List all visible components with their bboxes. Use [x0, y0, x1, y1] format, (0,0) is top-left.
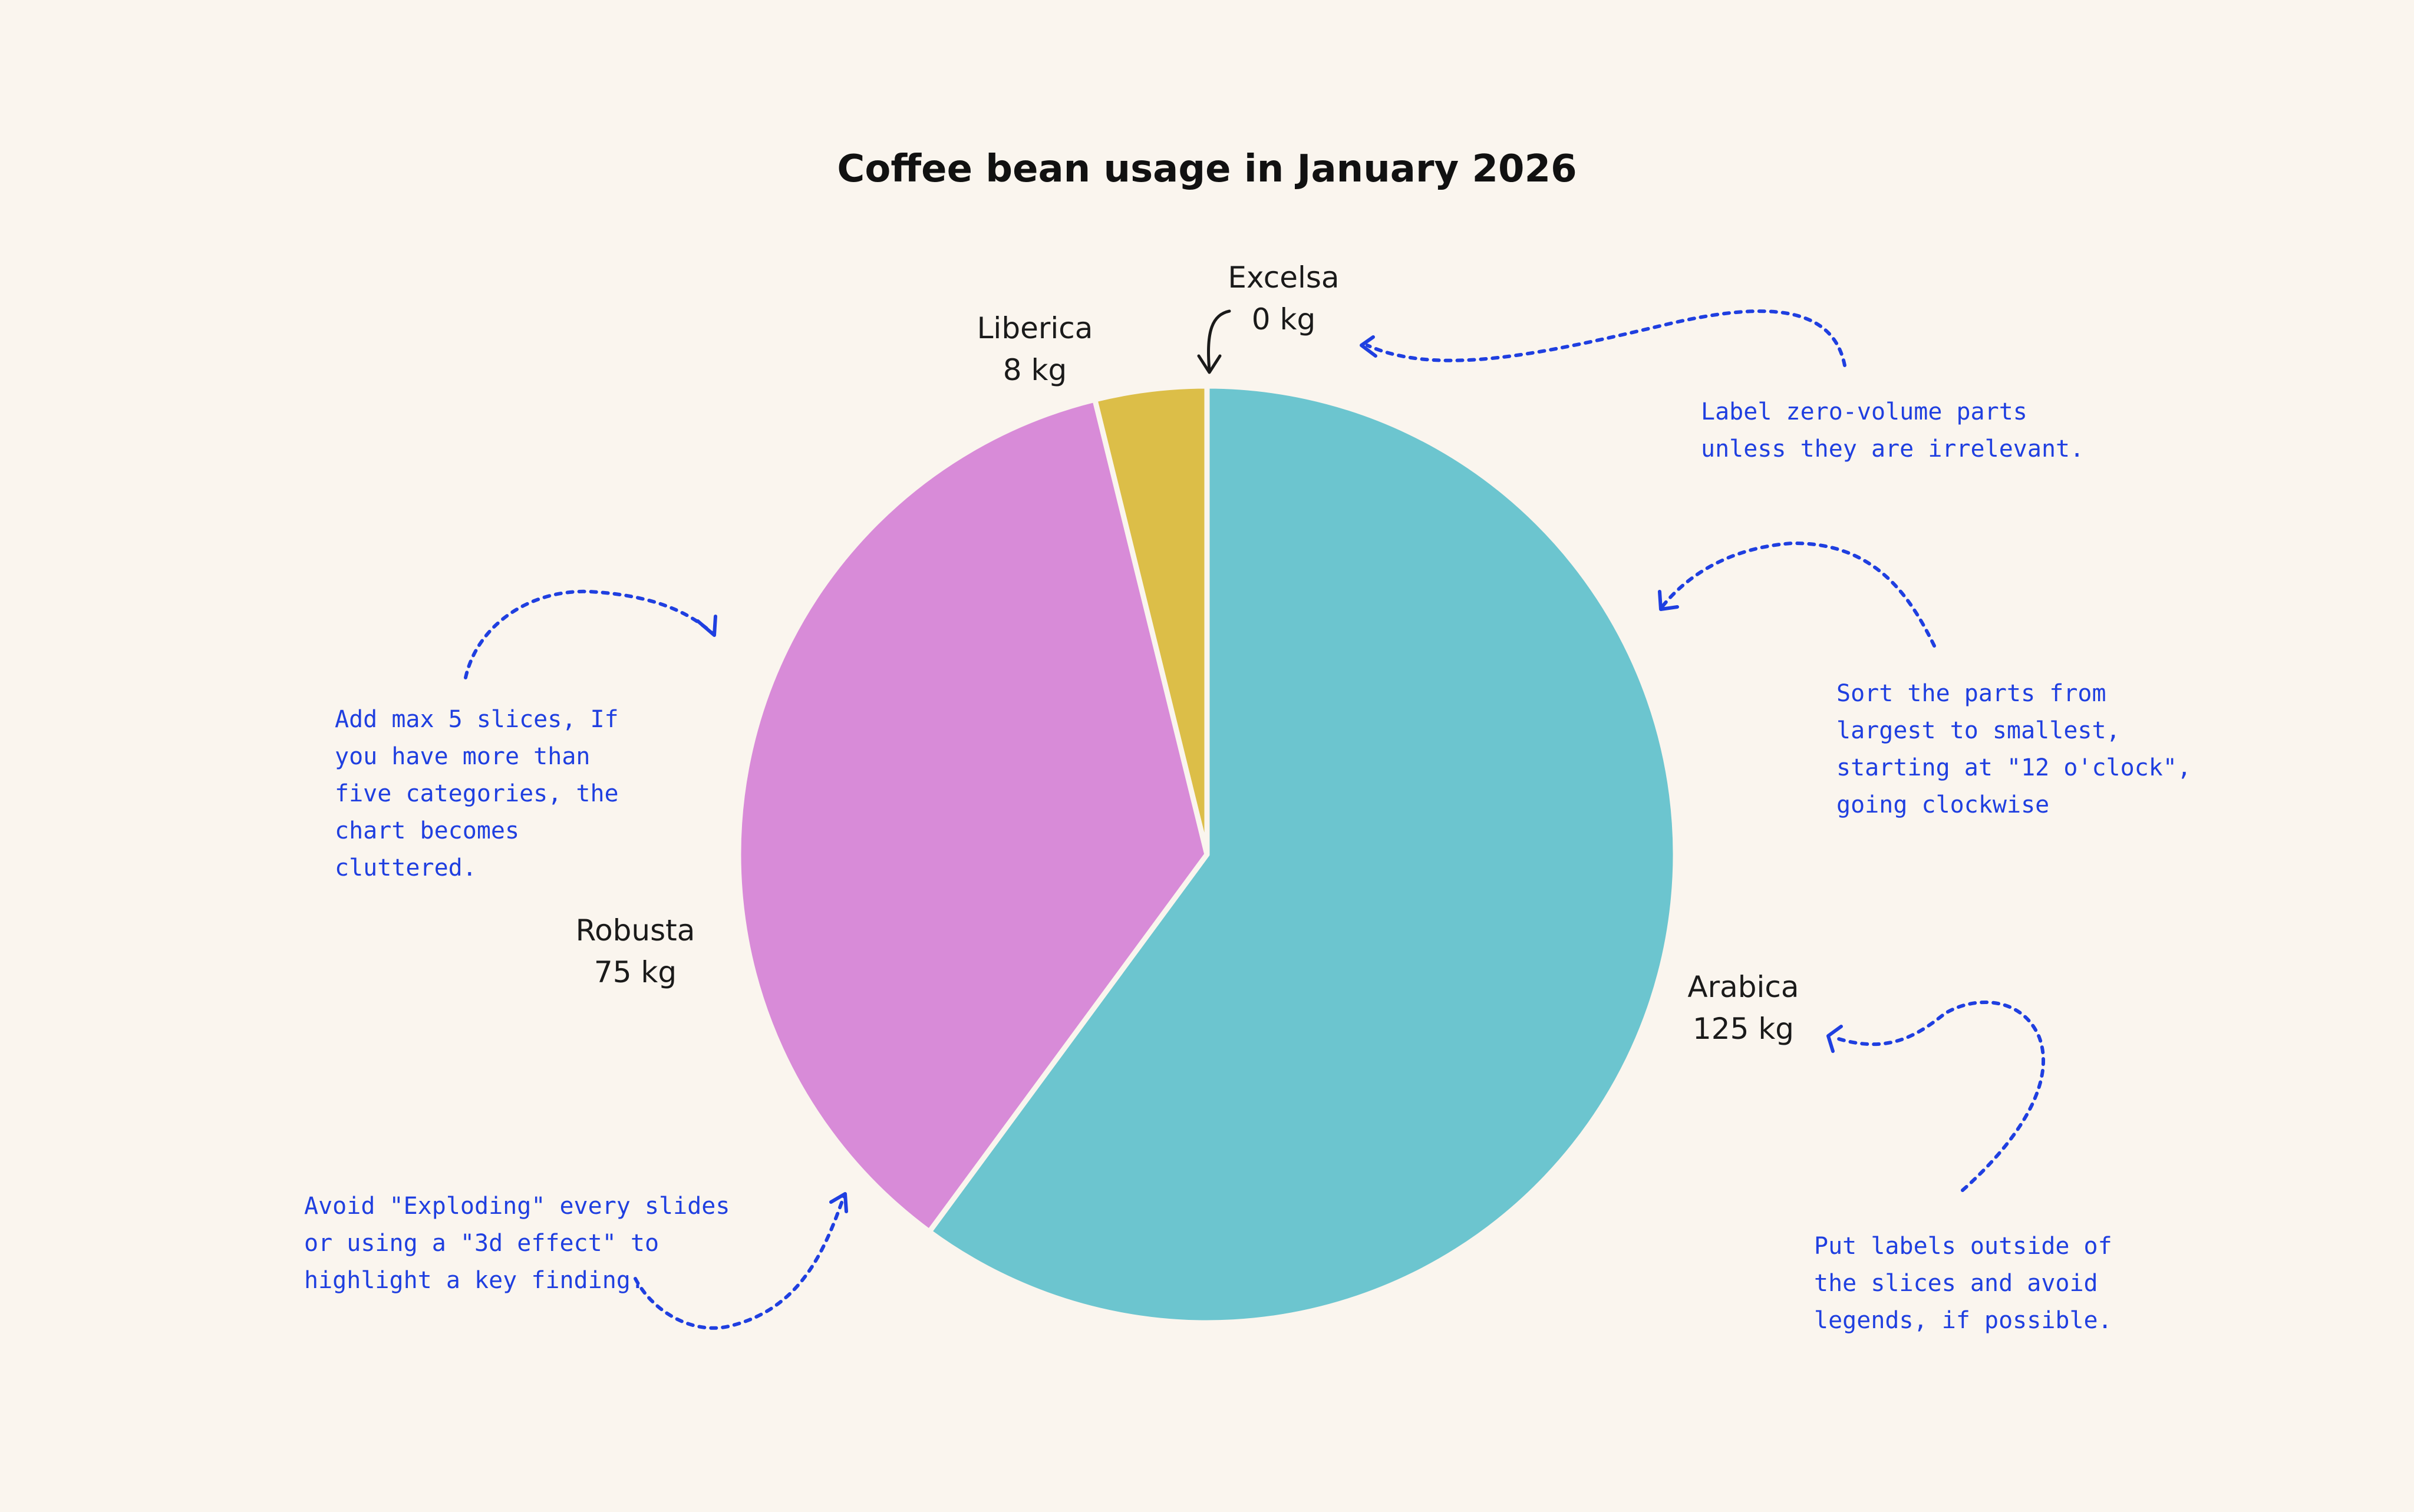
slice-label-excelsa-value: 0 kg	[1252, 302, 1315, 336]
annotation-avoid-exploding-line-3: highlight a key finding.	[304, 1267, 645, 1294]
annotation-sort-parts-arrow	[1660, 541, 1936, 648]
slice-label-robusta: Robusta 75 kg	[576, 913, 695, 989]
slice-label-liberica: Liberica 8 kg	[977, 311, 1093, 387]
annotation-max-slices-arrowhead	[696, 615, 717, 637]
slice-label-liberica-value: 8 kg	[1003, 353, 1067, 387]
annotation-max-slices-line-2: you have more than	[335, 743, 590, 770]
zero-slice-pointer-line	[1206, 309, 1231, 372]
annotation-avoid-exploding-arrow	[634, 1194, 846, 1330]
annotation-max-slices-line-1: Add max 5 slices, If	[335, 706, 619, 733]
annotation-sort-parts-line-1: Sort the parts from	[1836, 680, 2106, 707]
annotation-avoid-exploding-arrowhead	[829, 1192, 848, 1213]
annotation-max-slices: Add max 5 slices, If you have more than …	[335, 589, 717, 882]
annotation-sort-parts: Sort the parts from largest to smallest,…	[1658, 541, 2191, 818]
annotation-avoid-exploding-line-2: or using a "3d effect" to	[304, 1230, 659, 1257]
annotation-zero-volume: Label zero-volume parts unless they are …	[1360, 309, 2084, 463]
pie-slice-arabica	[926, 383, 1678, 1326]
annotation-zero-volume-arrow	[1366, 309, 1846, 367]
slice-label-robusta-name: Robusta	[576, 913, 695, 948]
annotation-zero-volume-arrowhead	[1360, 335, 1377, 358]
chart-title: Coffee bean usage in January 2026	[837, 147, 1577, 191]
annotation-avoid-exploding-line-1: Avoid "Exploding" every slides	[304, 1193, 730, 1220]
annotation-sort-parts-arrowhead	[1658, 590, 1679, 611]
annotation-max-slices-line-4: chart becomes	[335, 817, 519, 844]
slice-label-liberica-name: Liberica	[977, 311, 1093, 345]
annotation-labels-outside-line-3: legends, if possible.	[1814, 1307, 2112, 1334]
annotation-max-slices-arrow	[464, 589, 714, 679]
slice-label-robusta-value: 75 kg	[594, 955, 677, 989]
zero-slice-pointer-head	[1197, 354, 1222, 374]
pie-slices	[736, 383, 1678, 1326]
slice-label-excelsa-name: Excelsa	[1228, 260, 1339, 295]
annotation-labels-outside: Put labels outside of the slices and avo…	[1814, 1000, 2112, 1334]
annotation-max-slices-line-5: cluttered.	[335, 854, 477, 882]
annotation-sort-parts-line-3: starting at "12 o'clock",	[1836, 754, 2191, 781]
annotation-labels-outside-line-1: Put labels outside of	[1814, 1233, 2112, 1260]
annotation-labels-outside-line-2: the slices and avoid	[1814, 1270, 2098, 1297]
annotation-avoid-exploding: Avoid "Exploding" every slides or using …	[304, 1192, 848, 1330]
zero-slice-pointer-arrow	[1197, 309, 1231, 374]
pie-slice-robusta	[736, 397, 1210, 1234]
annotation-sort-parts-line-4: going clockwise	[1836, 791, 2049, 818]
annotation-zero-volume-line-2: unless they are irrelevant.	[1701, 435, 2084, 463]
annotation-labels-outside-arrow	[1831, 1000, 2046, 1192]
annotation-zero-volume-line-1: Label zero-volume parts	[1701, 398, 2027, 425]
annotation-labels-outside-arrowhead	[1826, 1025, 1843, 1053]
slice-label-arabica-value: 125 kg	[1693, 1012, 1794, 1046]
slice-label-arabica: Arabica 125 kg	[1687, 970, 1799, 1046]
pie-slice-liberica	[1092, 383, 1210, 857]
annotation-sort-parts-line-2: largest to smallest,	[1836, 717, 2121, 744]
slice-label-excelsa: Excelsa 0 kg	[1228, 260, 1339, 336]
slice-label-arabica-name: Arabica	[1687, 970, 1799, 1004]
annotation-max-slices-line-3: five categories, the	[335, 780, 619, 807]
